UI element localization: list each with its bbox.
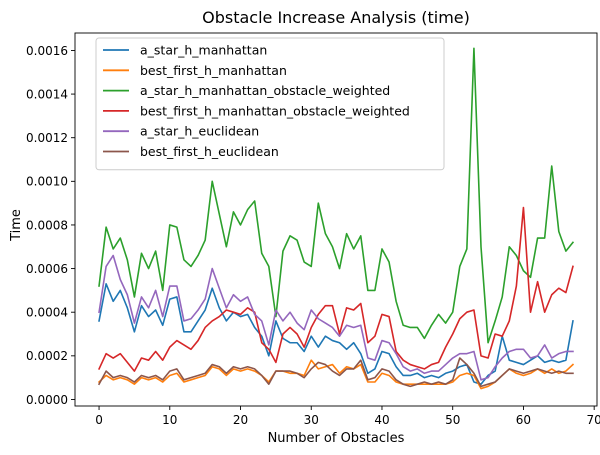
legend-label: a_star_h_manhattan: [140, 43, 267, 58]
x-tick-label: 30: [304, 413, 319, 427]
y-tick-label: 0.0000: [26, 393, 68, 407]
legend: a_star_h_manhattan best_first_h_manhattan…: [95, 37, 445, 171]
legend-label: a_star_h_euclidean: [140, 124, 259, 139]
series-line-a-star-h-euclidean: [98, 254, 574, 381]
chart-title: Obstacle Increase Analysis (time): [202, 8, 470, 27]
y-axis-label: Time: [9, 209, 24, 242]
legend-label: best_first_h_euclidean: [140, 144, 279, 159]
x-tick-label: 70: [587, 413, 600, 427]
legend-box: [95, 37, 445, 171]
legend-label: best_first_h_manhattan_obstacle_weighted: [140, 103, 410, 118]
x-tick-label: 40: [374, 413, 389, 427]
legend-label: best_first_h_manhattan: [140, 63, 287, 78]
series-line-best-first-h-manhattan: [97, 359, 575, 390]
plot-area-frame: [74, 32, 598, 407]
y-tick-label: 0.0006: [26, 262, 68, 276]
x-tick-label: 50: [445, 413, 460, 427]
legend-label: a_star_h_manhattan_obstacle_weighted: [140, 83, 390, 98]
y-tick-label: 0.0010: [26, 175, 68, 189]
x-tick-label: 10: [162, 413, 177, 427]
y-tick-label: 0.0008: [26, 218, 68, 232]
series-line-a-star-h-manhattan-obstacle-weighted: [98, 47, 575, 344]
y-tick-label: 0.0014: [26, 87, 68, 101]
y-tick-label: 0.0012: [26, 131, 68, 145]
x-tick-label: 20: [233, 413, 248, 427]
series-line-a-star-h-manhattan: [98, 283, 574, 385]
series-line-best-first-h-euclidean: [97, 357, 574, 388]
y-tick-label: 0.0016: [26, 44, 68, 58]
x-tick-label: 60: [516, 413, 531, 427]
x-tick-label: 0: [95, 413, 103, 427]
y-tick-label: 0.0004: [26, 306, 68, 320]
series-line-best-first-h-manhattan-obstacle-weighted: [97, 206, 574, 372]
y-tick-label: 0.0002: [26, 349, 68, 363]
x-axis-label: Number of Obstacles: [268, 431, 405, 446]
